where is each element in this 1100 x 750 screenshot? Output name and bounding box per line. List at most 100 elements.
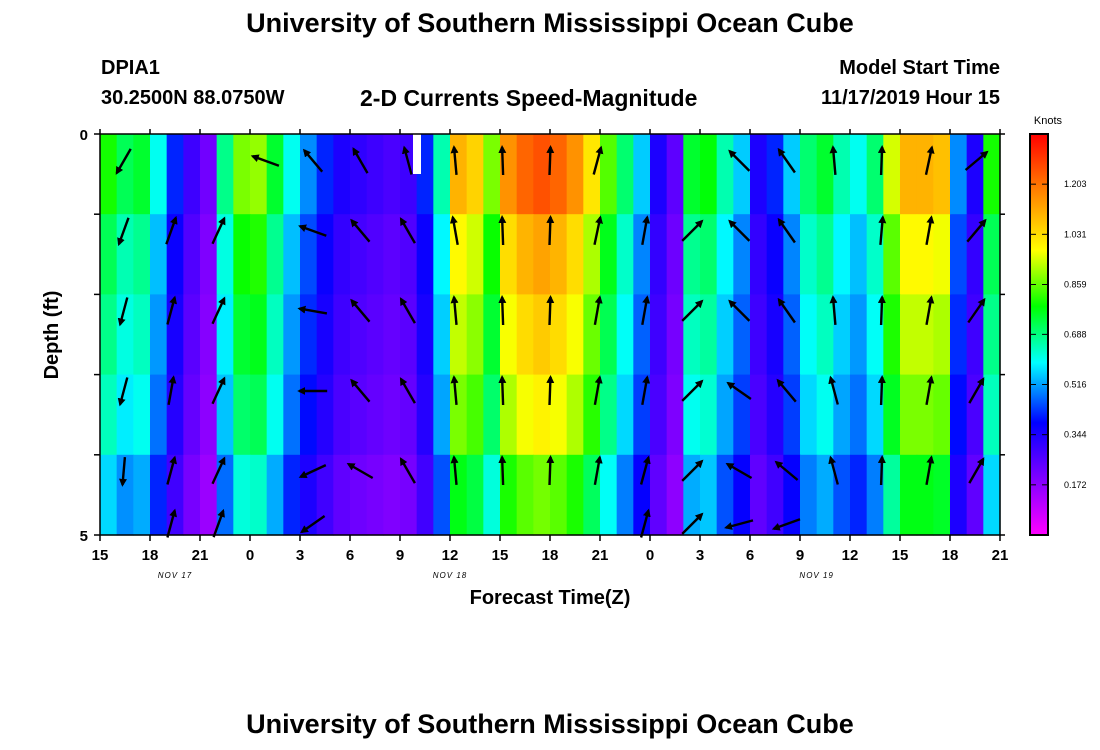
heatmap-cell <box>300 374 318 456</box>
current-vector-arrow <box>167 375 177 406</box>
heatmap-cell <box>866 294 884 376</box>
heatmap-cell <box>616 374 634 456</box>
heatmap-cell <box>633 134 651 215</box>
heatmap-cell <box>316 374 334 456</box>
heatmap-cell <box>950 374 968 456</box>
heatmap-cell <box>916 454 934 536</box>
heatmap-cell <box>350 374 368 456</box>
heatmap-cell <box>916 294 934 376</box>
current-vector-arrow <box>449 215 459 246</box>
heatmap-cell <box>833 134 851 215</box>
heatmap-cell <box>266 214 284 295</box>
x-tick-label: 15 <box>892 547 909 564</box>
heatmap-cell <box>416 374 434 456</box>
heatmap-cell <box>983 294 1001 376</box>
heatmap-cell <box>100 134 118 215</box>
heatmap-cell <box>766 454 784 536</box>
heatmap-cell <box>216 134 234 215</box>
heatmap-cell <box>383 294 401 376</box>
heatmap-cell <box>750 294 768 376</box>
current-vector-arrow <box>165 215 178 245</box>
heatmap-cell <box>850 374 868 456</box>
heatmap-cell <box>366 134 384 215</box>
heatmap-cell <box>850 454 868 536</box>
heatmap-cell <box>700 134 718 215</box>
current-vector-arrow <box>166 455 177 485</box>
current-vector-arrow <box>399 297 416 324</box>
current-vector-arrow <box>592 145 604 175</box>
heatmap-cell <box>566 294 584 376</box>
current-vector-arrow <box>546 375 555 406</box>
heatmap-cell <box>516 374 534 456</box>
heatmap-cell <box>650 294 668 376</box>
colorbar-tick-label: 0.172 <box>1064 480 1087 490</box>
heatmap-cell <box>900 294 918 376</box>
heatmap-cell <box>933 454 951 536</box>
heatmap-cell <box>466 214 484 295</box>
heatmap-cell <box>900 454 918 536</box>
heatmap-cell <box>450 454 468 536</box>
heatmap-cell <box>416 214 434 295</box>
heatmap-cell <box>666 294 684 376</box>
heatmap-cell <box>783 294 801 376</box>
current-vector-arrow <box>302 148 324 173</box>
current-vector-arrow <box>498 215 507 246</box>
current-vector-arrow <box>639 455 651 485</box>
current-vector-arrow <box>450 145 459 176</box>
heatmap-cell <box>883 214 901 295</box>
current-vector-arrow <box>681 379 704 402</box>
heatmap-cell <box>816 374 834 456</box>
current-vector-arrow <box>925 375 935 406</box>
colorbar-tick-label: 1.031 <box>1064 229 1087 239</box>
station-coords: 30.2500N 88.0750W <box>101 87 285 109</box>
x-tick-label: 6 <box>346 547 354 564</box>
x-tick-label: 12 <box>442 547 459 564</box>
heatmap-cell <box>733 374 751 456</box>
heatmap-cell <box>383 214 401 295</box>
heatmap-cell <box>966 374 984 456</box>
date-label: NOV 17 <box>158 571 192 580</box>
heatmap-cell <box>516 454 534 536</box>
heatmap-cell <box>850 134 868 215</box>
heatmap-cell <box>166 294 184 376</box>
heatmap-cell <box>816 454 834 536</box>
heatmap-cell <box>633 214 651 295</box>
heatmap-cell <box>750 374 768 456</box>
current-vector-arrow <box>681 219 704 242</box>
y-tick-label: 5 <box>80 528 88 545</box>
heatmap-cell <box>633 294 651 376</box>
heatmap-cell <box>200 374 218 456</box>
heatmap-cell <box>550 454 568 536</box>
heatmap-cell <box>433 454 451 536</box>
heatmap-cell <box>300 214 318 295</box>
heatmap-cell <box>900 214 918 295</box>
x-tick-label: 21 <box>992 547 1009 564</box>
heatmap-cell <box>966 214 984 295</box>
heatmap-cell <box>500 454 518 536</box>
current-vector-arrow <box>641 375 651 406</box>
current-vector-arrow <box>777 297 796 324</box>
missing-data-cell <box>413 134 421 174</box>
current-vector-arrow <box>117 377 129 407</box>
x-tick-label: 15 <box>492 547 509 564</box>
heatmap-cell <box>116 454 134 536</box>
current-vector-arrow <box>828 375 839 405</box>
current-vector-arrow <box>877 375 886 406</box>
heatmap-cell <box>833 454 851 536</box>
heatmap-cell <box>166 454 184 536</box>
current-vector-arrow <box>399 377 416 404</box>
heatmap-cell <box>733 294 751 376</box>
model-start-time: 11/17/2019 Hour 15 <box>820 87 1000 109</box>
current-vector-arrow <box>925 215 935 246</box>
heatmap-cell <box>716 454 734 536</box>
heatmap-cell <box>150 134 168 215</box>
heatmap-cell <box>950 454 968 536</box>
heatmap-cell <box>533 214 551 295</box>
current-vector-arrow <box>350 298 371 323</box>
current-vector-arrow <box>166 295 177 325</box>
current-vector-arrow <box>250 154 280 167</box>
heatmap-cell <box>483 294 501 376</box>
heatmap-cell <box>866 374 884 456</box>
heatmap-cell <box>450 214 468 295</box>
heatmap-cell <box>916 214 934 295</box>
